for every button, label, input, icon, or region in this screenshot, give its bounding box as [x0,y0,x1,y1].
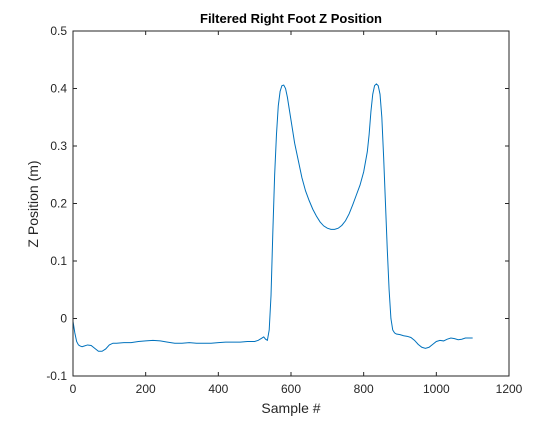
y-tick-label: -0.1 [46,369,67,383]
x-tick-label: 400 [208,382,228,396]
plot-group [72,83,473,352]
plot-area [73,31,509,376]
y-tick-label: 0.1 [50,254,67,268]
x-tick-label: 1000 [423,382,450,396]
x-tick-label: 800 [354,382,374,396]
y-tick-label: 0 [60,312,67,326]
x-tick-label: 1200 [496,382,523,396]
y-tick-label: 0.2 [50,197,67,211]
ticks-group: 0 200 400 600 800 1000 1200-0.100.10.20.30.40.… [46,24,522,396]
x-tick-label: 600 [281,382,301,396]
x-tick-label: 200 [136,382,156,396]
y-tick-label: 0.5 [50,24,67,38]
y-axis-label: Z Position (m) [25,160,41,247]
chart-title: Filtered Right Foot Z Position [200,11,382,26]
series-line-0 [72,83,473,352]
y-tick-label: 0.3 [50,139,67,153]
y-tick-label: 0.4 [50,82,67,96]
x-tick-label: 0 [70,382,77,396]
x-axis-label: Sample # [261,400,320,416]
